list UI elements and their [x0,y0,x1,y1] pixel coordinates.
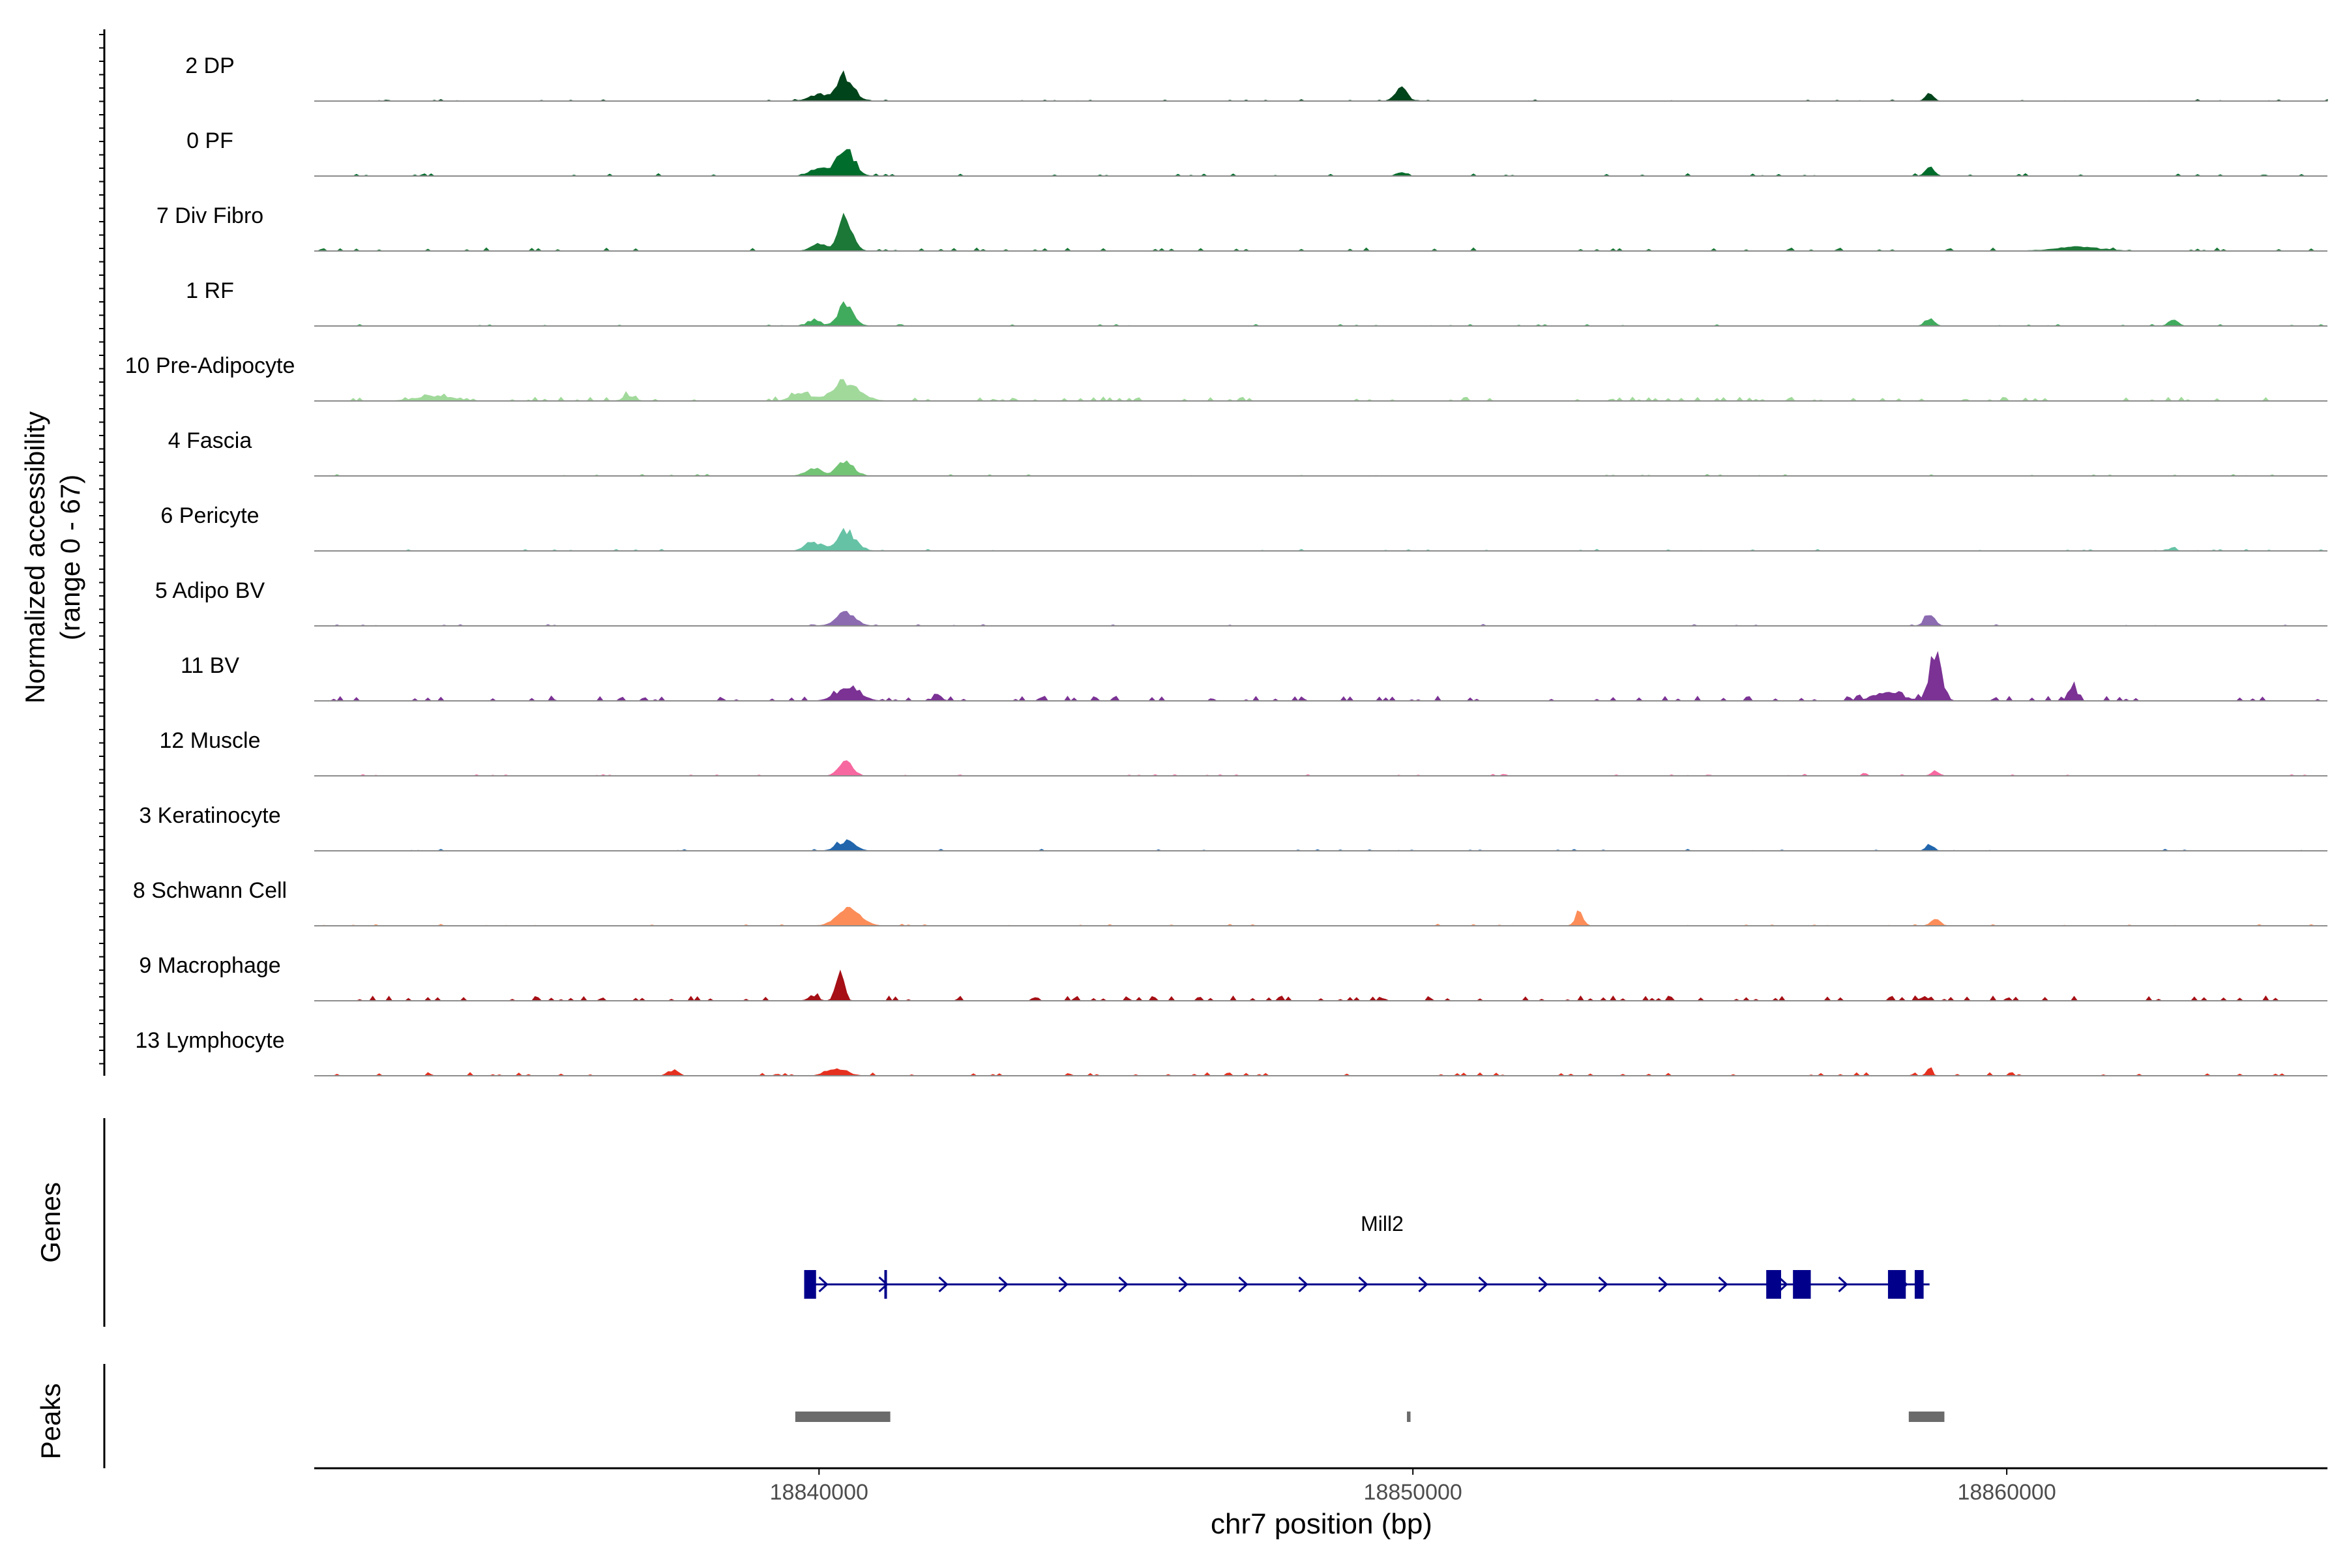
gene-exon [1914,1270,1924,1299]
strand-arrow [1718,1276,1728,1293]
y-axis: Normalized accessibility (range 0 - 67) [20,29,106,1076]
track-label: 12 Muscle [160,728,261,753]
peak-region [1908,1412,1945,1422]
gene-exon [1766,1270,1781,1299]
track-1-rf: 1 RF [186,278,2327,327]
coverage-area [314,379,2327,402]
strand-arrow [818,1276,829,1293]
x-tick-label: 18860000 [1957,1480,2056,1505]
track-4-fascia: 4 Fascia [168,428,2327,477]
x-tick-label: 18840000 [770,1480,868,1505]
peaks-track: Peaks [35,1364,1945,1468]
gene-track: Genes Mill2 [35,1118,1930,1327]
track-label: 11 BV [181,653,239,678]
strand-arrow [1358,1276,1368,1293]
strand-arrow [1058,1276,1069,1293]
track-label: 8 Schwann Cell [133,878,287,903]
track-label: 1 RF [186,278,234,303]
track-label: 0 PF [186,128,233,153]
track-2-dp: 2 DP [185,53,2328,102]
track-label: 4 Fascia [168,428,252,453]
gene-exon [1887,1270,1906,1299]
track-3-keratinocyte: 3 Keratinocyte [139,803,2327,851]
coverage-area [314,839,2327,851]
gene-exon [804,1270,816,1299]
strand-arrow [1778,1276,1788,1293]
strand-arrow [1178,1276,1188,1293]
strand-arrow [1658,1276,1668,1293]
gene-name-label: Mill2 [1361,1212,1404,1235]
track-label: 9 Macrophage [139,953,280,978]
strand-arrow [1478,1276,1488,1293]
strand-arrow [878,1276,889,1293]
coverage-area [314,70,2328,102]
peak-region [795,1412,891,1422]
x-tick-label: 18850000 [1364,1480,1462,1505]
strand-arrow [998,1276,1009,1293]
track-6-pericyte: 6 Pericyte [160,503,2327,552]
track-label: 5 Adipo BV [155,578,265,603]
track-10-pre-adipocyte: 10 Pre-Adipocyte [125,353,2327,402]
track-7-div-fibro: 7 Div Fibro [156,203,2327,252]
gene-exon [1793,1270,1811,1299]
strand-arrow [1238,1276,1248,1293]
coverage-area [314,651,2327,702]
gene-exon [884,1270,887,1299]
coverage-area [314,149,2327,177]
coverage-area [314,460,2327,477]
track-11-bv: 11 BV [181,651,2327,702]
accessibility-tracks: 2 DP 0 PF 7 Div Fibro 1 RF 10 Pre-Adipocyte 4… [125,53,2328,1076]
peak-region [1407,1412,1411,1422]
coverage-area [314,760,2327,777]
track-8-schwann-cell: 8 Schwann Cell [133,878,2327,926]
coverage-area [314,213,2327,252]
genes-track-label: Genes [35,1182,66,1263]
strand-arrow [1298,1276,1308,1293]
coverage-area [314,610,2327,627]
track-label: 7 Div Fibro [156,203,263,228]
track-12-muscle: 12 Muscle [160,728,2327,777]
coverage-area [314,301,2327,327]
strand-arrow [1118,1276,1129,1293]
strand-arrow [1538,1276,1548,1293]
x-axis: chr7 position (bp) 18840000 18850000 18860… [314,1467,2327,1540]
strand-arrow [1598,1276,1608,1293]
track-label: 6 Pericyte [160,503,259,528]
track-5-adipo-bv: 5 Adipo BV [155,578,2327,627]
track-label: 2 DP [185,53,235,78]
coverage-area [314,527,2327,552]
peaks-track-label: Peaks [35,1383,66,1460]
track-label: 3 Keratinocyte [139,803,280,828]
strand-arrow [938,1276,949,1293]
track-label: 13 Lymphocyte [135,1028,284,1053]
coverage-area [314,969,2327,1001]
y-axis-range: (range 0 - 67) [55,475,85,640]
x-axis-title: chr7 position (bp) [1211,1508,1432,1540]
coverage-area [314,906,2327,926]
track-0-pf: 0 PF [186,128,2327,177]
track-13-lymphocyte: 13 Lymphocyte [135,1028,2327,1076]
track-label: 10 Pre-Adipocyte [125,353,295,378]
strand-arrow [1838,1276,1848,1293]
track-9-macrophage: 9 Macrophage [139,953,2327,1001]
strand-arrow [1418,1276,1428,1293]
coverage-area [314,1067,2327,1076]
y-axis-title: Normalized accessibility [20,411,50,703]
